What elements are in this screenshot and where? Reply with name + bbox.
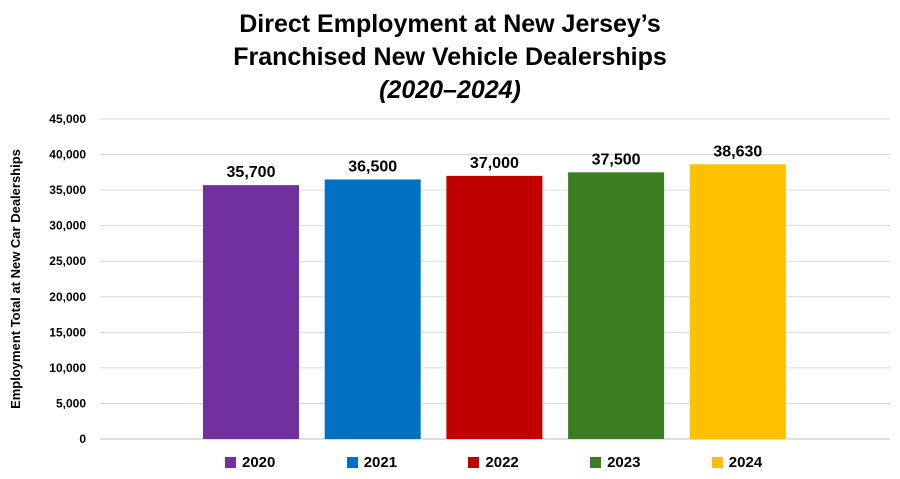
y-tick-label: 10,000 [49,361,86,375]
y-tick-label: 15,000 [49,325,86,339]
y-tick-label: 20,000 [49,290,86,304]
y-tick-label: 45,000 [49,112,86,126]
legend-label: 2024 [728,454,763,471]
chart-title-line-2: Franchised New Vehicle Dealerships [233,43,667,71]
data-label-2024: 38,630 [713,143,762,160]
chart-subtitle: (2020–2024) [379,76,521,104]
y-tick-label: 40,000 [49,148,86,162]
y-tick-label: 5,000 [56,396,86,410]
y-tick-label: 30,000 [49,219,86,233]
legend-swatch [590,457,602,468]
legend-swatch [468,457,480,468]
bar-2021 [324,179,421,439]
data-label-2023: 37,500 [592,151,641,168]
y-tick-label: 0 [79,432,86,446]
y-tick-label: 35,000 [49,183,86,197]
bar-2022 [446,175,543,439]
chart-title-line-1: Direct Employment at New Jersey’s [239,10,661,38]
legend-label: 2021 [363,454,398,471]
legend-swatch [711,457,723,468]
legend-item-2022: 2022 [468,454,519,471]
chart-title: Direct Employment at New Jersey’s Franch… [0,8,900,107]
legend-item-2023: 2023 [590,454,640,471]
y-axis-label: Employment Total at New Car Dealerships [8,149,23,409]
legend-label: 2023 [607,454,641,471]
legend-item-2021: 2021 [346,454,398,471]
data-label-2020: 35,700 [227,164,276,181]
bar-2023 [568,172,665,440]
y-tick-label: 25,000 [49,254,86,268]
legend-label: 2020 [242,454,276,471]
data-label-2022: 37,000 [470,155,519,172]
bar-2024 [689,164,786,439]
legend-swatch [346,457,358,468]
chart-legend: 2020 2021 2022 2023 2024 [0,454,900,476]
legend-item-2024: 2024 [711,454,763,471]
legend-item-2020: 2020 [225,454,275,471]
bar-2020 [203,185,299,439]
legend-label: 2022 [485,454,519,471]
data-label-2021: 36,500 [348,158,397,175]
legend-swatch [225,457,236,468]
